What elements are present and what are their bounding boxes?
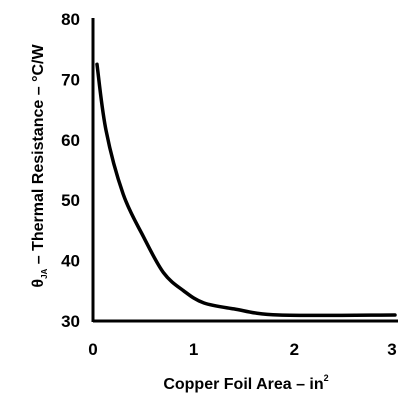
x-tick-labels: 0 1 2 3 (88, 340, 396, 359)
y-tick-label: 50 (61, 191, 80, 210)
x-tick-label: 2 (290, 340, 299, 359)
series-line-0 (95, 62, 397, 318)
y-tick-label: 80 (61, 10, 80, 29)
series-group (95, 62, 397, 318)
y-tick-labels: 30 40 50 60 70 80 (61, 10, 80, 331)
x-tick-label: 3 (387, 340, 396, 359)
x-tick-label: 1 (189, 340, 198, 359)
y-axis-label-symbol: θ (30, 279, 47, 288)
x-axis-label-superscript: 2 (324, 373, 329, 383)
x-tick-label: 0 (88, 340, 97, 359)
y-tick-label: 70 (61, 70, 80, 89)
y-axis-label-subscript: JA (40, 268, 49, 278)
y-axis-label: θJA – Thermal Resistance – °C/W (30, 44, 49, 288)
y-tick-label: 30 (61, 312, 80, 331)
y-axis-label-text: – Thermal Resistance – °C/W (30, 44, 47, 269)
y-tick-label: 60 (61, 131, 80, 150)
x-axis-label: Copper Foil Area – in2 (163, 373, 328, 393)
x-axis-label-text: Copper Foil Area – in (163, 376, 323, 393)
y-tick-label: 40 (61, 252, 80, 271)
